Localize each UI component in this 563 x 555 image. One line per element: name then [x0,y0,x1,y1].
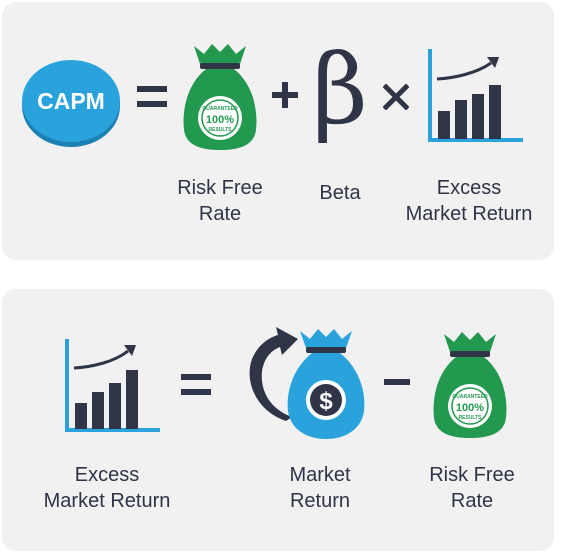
beta-symbol: β [310,40,370,150]
seal-bottom-text: RESULTS [209,127,233,133]
beta-symbol-glyph: β [312,34,368,146]
excess-return-chart-icon [425,45,525,145]
seal-top-text: GUARANTEED [202,106,238,112]
beta-label: Beta [319,182,361,204]
seal-bottom-text-2: RESULTS [459,415,483,421]
multiply-sign [383,84,409,110]
capm-badge: CAPM [20,56,122,148]
seal-middle-text-2: 100% [456,402,484,414]
excess-market-return-label: Excess Market Return [405,177,533,225]
risk-free-bag-icon: GUARANTEED 100% RESULTS [180,40,260,152]
plus-sign [272,82,298,108]
risk-free-bag-icon-2: GUARANTEED 100% RESULTS [430,328,510,440]
equals-sign-2 [181,374,211,398]
equals-sign [137,86,167,110]
excess-return-chart-icon-2 [62,335,162,435]
capm-badge-label: CAPM [37,88,105,114]
svg-text:$: $ [319,388,333,415]
seal-middle-text: 100% [206,114,234,126]
risk-free-rate-label-2: Risk Free Rate [429,464,515,512]
seal-top-text-2: GUARANTEED [452,394,488,400]
curved-arrow-icon [249,327,298,421]
market-return-icon: $ [238,325,368,445]
excess-market-return-label-2: Excess Market Return [43,464,171,512]
risk-free-rate-label: Risk Free Rate [177,177,263,225]
minus-sign [384,379,410,387]
market-return-label: Market Return [289,464,351,512]
